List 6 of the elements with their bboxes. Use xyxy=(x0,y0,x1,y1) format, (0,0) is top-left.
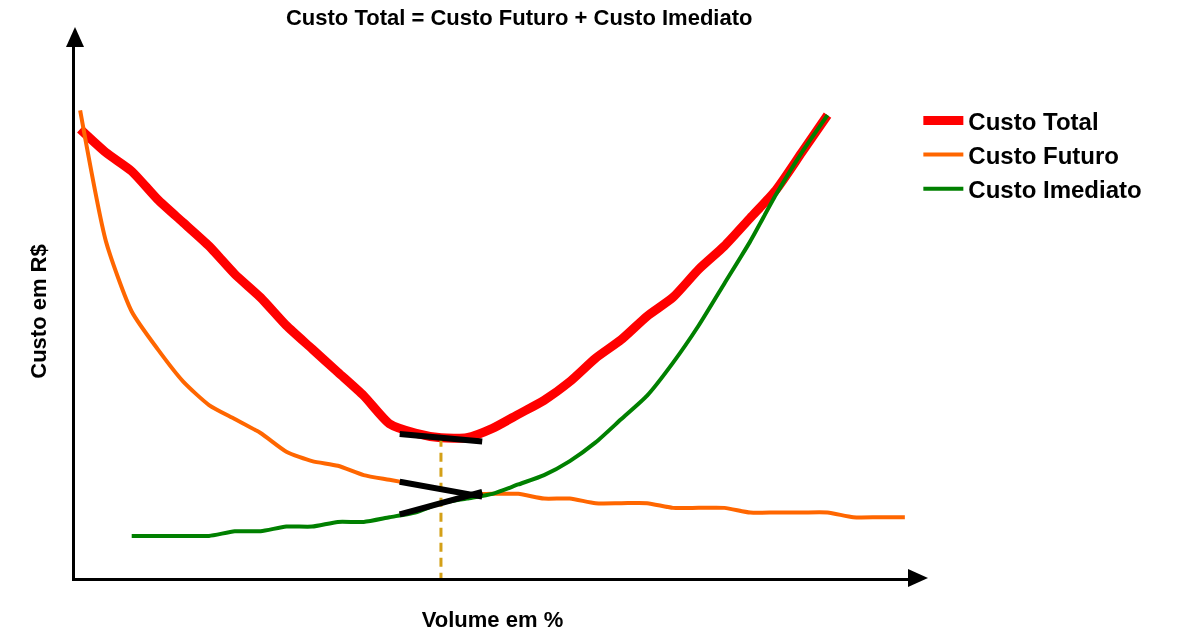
legend-label: Custo Total xyxy=(968,107,1099,135)
legend-label: Custo Futuro xyxy=(968,141,1119,169)
y-axis-title: Custo em R$ xyxy=(25,244,51,379)
x-axis-title: Volume em % xyxy=(421,607,564,633)
legend-label: Custo Imediato xyxy=(968,176,1142,204)
chart-title: Custo Total = Custo Futuro + Custo Imediato xyxy=(285,5,753,31)
